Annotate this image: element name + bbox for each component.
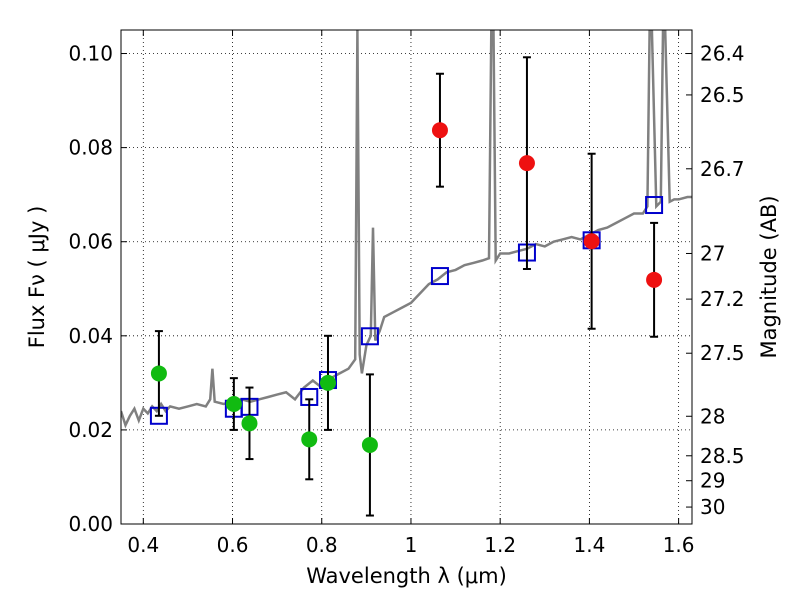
- right-tick-label: 26.5: [700, 83, 745, 107]
- y-tick-label: 0.02: [68, 418, 113, 442]
- model-square-marker: [430, 267, 449, 286]
- right-tick-label: 26.7: [700, 157, 745, 181]
- photometry-point: [361, 436, 378, 453]
- y-tick-label: 0.10: [68, 42, 113, 66]
- right-tick-label: 29: [700, 469, 725, 493]
- photometry-point: [518, 155, 535, 172]
- x-axis-label: Wavelength λ (μm): [306, 564, 507, 588]
- photometry-point: [583, 233, 600, 250]
- photometry-point: [646, 271, 663, 288]
- photometry-point: [241, 415, 258, 432]
- x-tick-label: 1.2: [484, 533, 516, 557]
- x-tick-label: 0.6: [217, 533, 249, 557]
- right-tick-label: 27.5: [700, 341, 745, 365]
- photometry-point: [301, 431, 318, 448]
- model-square-marker: [645, 196, 664, 215]
- right-tick-label: 27.2: [700, 287, 745, 311]
- x-tick-label: 0.4: [127, 533, 159, 557]
- photometry-point: [150, 365, 167, 382]
- axis-ticks: 0.4 0.6 0.8 1 1.2 1.4 1.6 0.00 0.02 0.04 0.06 0.08 0…: [68, 30, 745, 557]
- y-axis-label: Flux Fν ( μJy ): [25, 206, 49, 349]
- right-tick-label: 28: [700, 404, 725, 428]
- y-tick-label: 0.08: [68, 136, 113, 160]
- photometry-point: [225, 396, 242, 413]
- plot-frame: [120, 29, 693, 525]
- x-tick-label: 0.8: [306, 533, 338, 557]
- sed-curve: [121, 30, 692, 429]
- model-square-marker: [360, 327, 379, 346]
- x-tick-label: 1: [405, 533, 418, 557]
- y-tick-label: 0.04: [68, 324, 113, 348]
- grid-lines: [121, 30, 692, 525]
- x-tick-label: 1.6: [663, 533, 695, 557]
- x-tick-label: 1.4: [573, 533, 605, 557]
- photometry-point: [431, 122, 448, 139]
- right-tick-label: 27: [700, 241, 725, 265]
- right-tick-label: 28.5: [700, 444, 745, 468]
- sed-line: [121, 30, 692, 429]
- y-tick-label: 0.06: [68, 230, 113, 254]
- y-tick-label: 0.00: [68, 512, 113, 536]
- right-tick-label: 30: [700, 495, 725, 519]
- chart-markers: [149, 56, 664, 517]
- right-tick-label: 26.4: [700, 42, 745, 66]
- photometry-point: [319, 374, 336, 391]
- right-y-axis-label: Magnitude (AB): [757, 195, 781, 358]
